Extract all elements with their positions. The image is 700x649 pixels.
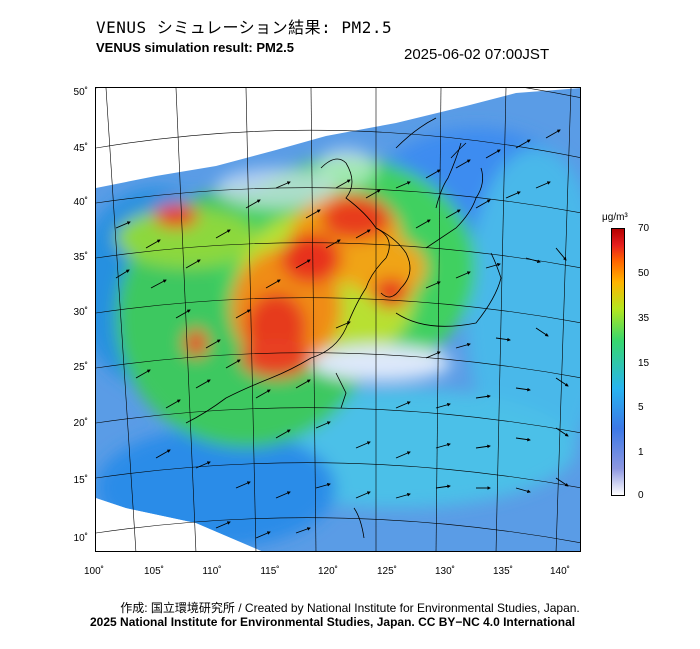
title-english: VENUS simulation result: PM2.5 [96,40,294,55]
lon-label-125: 125˚ [376,566,397,577]
title-japanese: VENUS シミュレーション結果: PM2.5 [96,18,393,37]
lat-label-50: 50˚ [73,87,88,98]
colorbar-tick-5: 5 [638,402,644,413]
lon-label-140: 140˚ [549,566,570,577]
colorbar-tick-15: 15 [638,358,650,369]
coastlines [185,117,502,539]
lat-label-15: 15˚ [73,475,88,486]
colorbar-tick-50: 50 [638,268,650,279]
lon-label-135: 135˚ [492,566,513,577]
lon-label-105: 105˚ [143,566,164,577]
lon-label-115: 115˚ [260,566,280,577]
lat-label-40: 40˚ [73,197,88,208]
lat-label-30: 30˚ [73,307,88,318]
lat-label-10: 10˚ [73,533,88,544]
lon-label-130: 130˚ [434,566,455,577]
credit-line: 作成: 国立環境研究所 / Created by National Instit… [120,601,580,615]
concentration-field [96,88,580,551]
colorbar-tick-0: 0 [638,490,644,501]
lon-label-120: 120˚ [317,566,338,577]
lat-label-45: 45˚ [73,143,88,154]
graticule [96,88,580,551]
colorbar [611,228,625,496]
copyright-line: 2025 National Institute for Environmenta… [90,615,576,629]
colorbar-tick-1: 1 [638,447,644,458]
map-svg [96,88,580,551]
lon-label-110: 110˚ [202,566,222,577]
lat-label-35: 35˚ [73,252,88,263]
pm25-map [95,87,581,552]
wind-vectors [115,129,569,539]
lon-label-100: 100˚ [83,566,104,577]
colorbar-unit: μg/m³ [602,212,628,223]
colorbar-tick-70: 70 [638,223,650,234]
lat-label-20: 20˚ [73,418,88,429]
lat-label-25: 25˚ [73,362,88,373]
timestamp: 2025-06-02 07:00JST [404,46,550,63]
colorbar-tick-35: 35 [638,313,650,324]
